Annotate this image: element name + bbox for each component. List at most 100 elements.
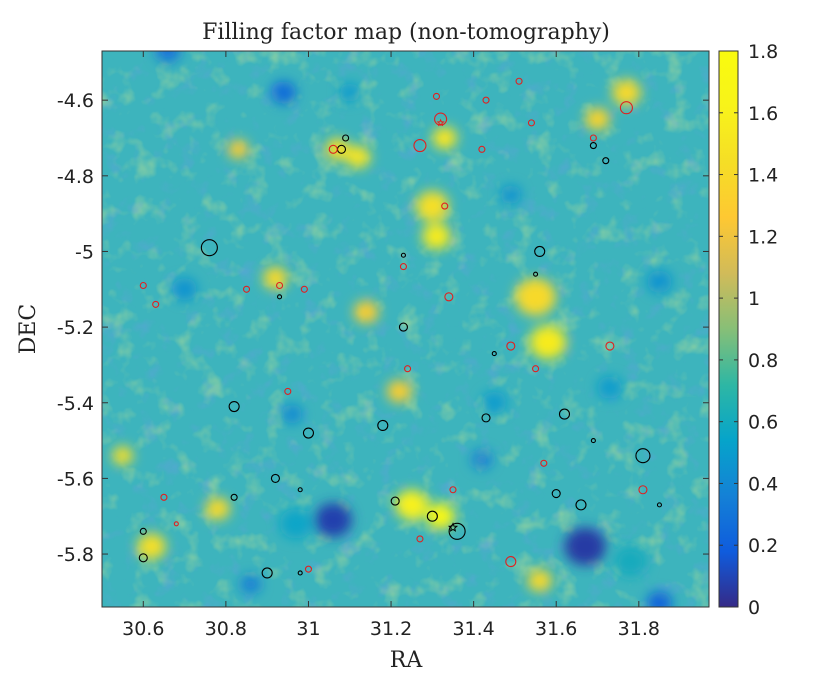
red-circle-marker	[152, 300, 160, 308]
y-tick-label: -5.6	[57, 468, 94, 490]
black-circle-marker	[589, 142, 597, 150]
red-circle-marker	[173, 521, 179, 527]
black-circle-marker	[139, 527, 147, 535]
x-tick-label: 30.6	[122, 618, 164, 640]
black-circle-marker	[656, 502, 662, 508]
red-circle-marker	[399, 263, 407, 271]
red-circle-marker	[444, 292, 454, 302]
y-tick-label: -5	[75, 241, 94, 263]
heatmap-feature	[155, 51, 181, 63]
y-axis-label: DEC	[16, 304, 41, 355]
heatmap-feature	[395, 489, 429, 521]
x-axis: 30.6 30.8 31 31.2 31.4 31.6 31.8	[122, 51, 660, 640]
heatmap-feature	[514, 277, 557, 316]
black-star-marker	[447, 522, 459, 532]
red-circle-marker	[413, 139, 427, 153]
red-circle-marker	[441, 202, 449, 210]
colorbar-tick-label: 1.2	[748, 226, 778, 248]
heatmap-feature	[314, 502, 352, 538]
red-circle-marker	[515, 77, 523, 85]
black-circle-marker	[558, 408, 571, 420]
x-tick-label: 31	[296, 618, 320, 640]
black-circle-marker	[270, 473, 280, 483]
x-tick-label: 31.4	[452, 618, 494, 640]
x-tick-label: 31.8	[618, 618, 660, 640]
red-circle-marker	[478, 145, 486, 153]
heatmap-feature	[339, 83, 361, 103]
plot-frame	[101, 50, 710, 608]
black-circle-marker	[297, 570, 303, 576]
colorbar-tick-label: 0.8	[748, 350, 778, 372]
red-circle-marker	[527, 119, 535, 127]
black-circle-marker	[533, 271, 539, 277]
black-circle-marker	[377, 419, 389, 431]
red-circle-marker	[482, 96, 490, 104]
black-circle-marker	[277, 294, 283, 300]
heatmap-feature	[271, 81, 297, 104]
chart-title: Filling factor map (non-tomography)	[202, 20, 610, 45]
red-circle-marker	[160, 493, 168, 501]
source-markers	[138, 77, 662, 579]
y-tick-label: -4.8	[57, 166, 94, 188]
red-circle-marker	[432, 92, 441, 100]
black-circle-marker	[398, 322, 408, 332]
red-circle-marker	[589, 134, 597, 142]
y-tick-label: -5.4	[57, 393, 94, 415]
red-circle-marker	[506, 341, 516, 351]
heatmap-feature	[529, 325, 567, 360]
black-circle-marker	[138, 553, 148, 563]
heatmap-feature	[647, 591, 672, 607]
red-circle-marker	[532, 365, 540, 373]
black-circle-marker	[534, 245, 546, 258]
red-circle-marker	[404, 365, 412, 373]
colorbar-tick-label: 1.6	[748, 103, 778, 125]
heatmap-feature	[345, 145, 371, 169]
black-circle-marker	[590, 438, 596, 444]
red-circle-marker	[304, 565, 313, 573]
black-circle-marker	[261, 567, 273, 579]
heatmap-feature	[614, 546, 648, 577]
heatmap-feature	[240, 574, 261, 594]
black-circle-marker	[342, 134, 350, 142]
heatmap-feature	[611, 79, 641, 106]
heatmap-texture-cool	[102, 51, 709, 607]
heatmap-feature	[227, 139, 249, 159]
red-circle-marker	[416, 535, 424, 543]
heatmap-feature	[597, 376, 623, 399]
colorbar-tick-label: 0.2	[748, 535, 778, 557]
heatmap-feature	[263, 266, 288, 290]
black-circle-marker	[481, 413, 491, 423]
x-tick-label: 31.2	[370, 618, 412, 640]
black-circle-marker	[426, 510, 438, 522]
black-circle-marker	[230, 493, 238, 501]
x-tick-label: 30.8	[205, 618, 247, 640]
heatmap-feature	[281, 404, 303, 424]
colorbar-ticks: 0 0.2 0.4 0.6 0.8 1 1.2 1.4 1.6 1.8	[719, 41, 778, 619]
red-circle-marker	[300, 285, 308, 293]
black-circle-marker	[491, 351, 497, 357]
black-circle-marker	[400, 252, 406, 258]
red-circle-marker	[284, 387, 292, 395]
heatmap-feature	[527, 569, 553, 592]
red-circle-marker	[638, 485, 648, 495]
heatmap-feature	[585, 107, 610, 131]
heatmap	[102, 51, 709, 607]
colorbar-tick-label: 1	[748, 288, 760, 310]
colorbar-tick-label: 0.4	[748, 473, 778, 495]
heatmap-feature	[386, 380, 412, 403]
heatmap-feature	[471, 450, 493, 469]
heatmap-feature	[353, 300, 379, 324]
colorbar-tick-label: 0.6	[748, 412, 778, 434]
black-circle-marker	[551, 488, 561, 499]
x-tick-label: 31.6	[535, 618, 577, 640]
red-star-marker	[436, 118, 445, 127]
red-circle-marker	[540, 459, 548, 467]
black-circle-marker	[602, 157, 610, 165]
colorbar-tick-label: 0	[748, 597, 760, 619]
colorbar-tick-label: 1.8	[748, 41, 778, 63]
red-circle-marker	[434, 112, 448, 126]
heatmap-feature	[481, 391, 507, 415]
heatmap-feature	[422, 223, 451, 250]
black-circle-marker	[228, 400, 240, 413]
black-circle-marker	[200, 239, 218, 257]
